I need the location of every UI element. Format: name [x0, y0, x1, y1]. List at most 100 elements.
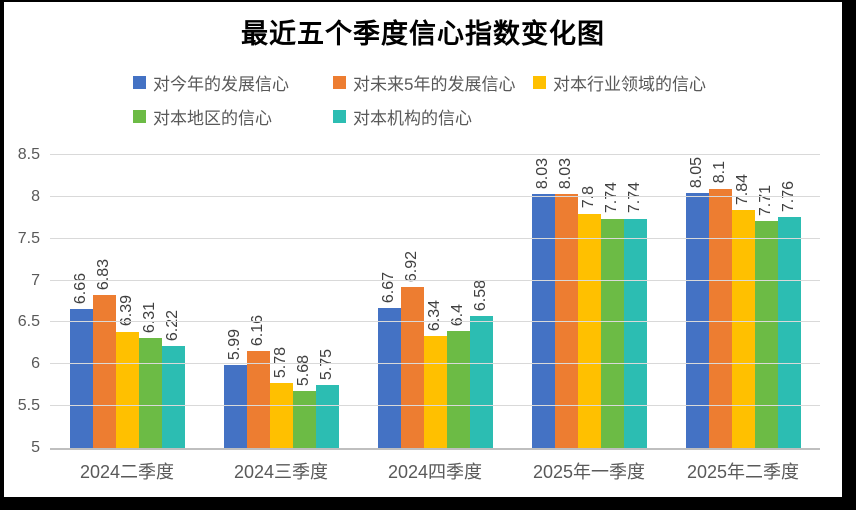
bar-column: 8.1	[708, 155, 732, 448]
bar	[685, 192, 709, 448]
bar-label: 6.34	[426, 299, 443, 331]
bar-label: 5.68	[295, 354, 312, 387]
bar	[269, 382, 293, 448]
bar-label: 7.71	[757, 184, 774, 217]
bar-label: 7.74	[603, 182, 620, 214]
bar	[469, 315, 493, 448]
bar-group: 6.67 6.92 6.34 6.4 6.58	[358, 155, 512, 448]
bar-label: 6.58	[472, 279, 489, 311]
chart-panel: 最近五个季度信心指数变化图 对今年的发展信心 对未来5年的发展信心 对本行业领域的信…	[4, 2, 842, 497]
bar-column: 6.58	[469, 155, 493, 448]
bar-label: 6.66	[72, 272, 89, 304]
bar-groups: 6.66 6.83 6.39 6.31 6.22 5.99 6.16 5.78 5.68 5.75…	[50, 155, 820, 448]
bar-label: 5.75	[318, 349, 335, 381]
bar-column: 6.83	[92, 155, 116, 448]
bar-column: 6.4	[446, 155, 470, 448]
bar-group: 8.05 8.1 7.84 7.717.76	[666, 155, 820, 448]
bar-label: 5.99	[226, 328, 243, 361]
bar-label: 6.83	[95, 258, 112, 290]
y-tick-label: 7.5	[17, 229, 40, 247]
bar	[708, 188, 732, 448]
category-label: 2025年一季度	[532, 462, 646, 482]
gridline	[50, 405, 820, 407]
bar-column: 7.8	[577, 155, 601, 448]
bar-column: 7.76	[777, 155, 801, 448]
bar	[292, 391, 316, 448]
bar	[554, 194, 578, 448]
y-tick-label: 6.5	[17, 313, 40, 331]
bar-column: 5.99	[223, 155, 247, 448]
bar-label: 6.16	[249, 314, 266, 346]
category-label: 2024二季度	[79, 462, 175, 482]
bar-column: 6.34	[423, 155, 447, 448]
bar-label: 6.31	[141, 302, 158, 334]
bar-label: 8.03	[534, 158, 551, 190]
bar-label: 6.4	[449, 303, 466, 326]
category-label: 2024四季度	[387, 462, 483, 482]
y-tick-label: 5.5	[17, 397, 40, 415]
bar-column: 8.03	[531, 155, 555, 448]
y-tick-label: 7	[31, 271, 40, 289]
gridline	[50, 154, 820, 155]
legend-label: 对未来5年的发展信心	[353, 75, 516, 94]
bar	[731, 210, 755, 448]
bar-label: 5.78	[272, 346, 289, 378]
legend-item: 对本机构的信心	[333, 104, 533, 129]
bar	[377, 308, 401, 448]
bar	[246, 350, 270, 448]
legend-swatch-icon	[133, 76, 146, 89]
bar-column: 6.16	[246, 155, 270, 448]
bar	[161, 345, 185, 448]
legend-label: 对今年的发展信心	[153, 75, 289, 94]
bar-column: 6.22	[161, 155, 185, 448]
bar	[400, 287, 424, 448]
y-tick-label: 5	[31, 439, 40, 456]
bar-group: 6.66 6.83 6.39 6.31 6.22	[50, 155, 204, 448]
legend-label: 对本行业领域的信心	[553, 75, 706, 94]
bar-column: 7.71	[754, 155, 778, 448]
legend-item: 对本地区的信心	[133, 104, 333, 129]
bar-label: 6.67	[380, 272, 397, 304]
y-tick-label: 8.5	[17, 146, 40, 163]
bar-label: 7.8	[580, 186, 597, 209]
bar-column: 5.68	[292, 155, 316, 448]
gridline	[50, 321, 820, 323]
bar-column: 7.74	[623, 155, 647, 448]
legend-item: 对今年的发展信心	[133, 70, 333, 95]
category-axis: 2024二季度 2024三季度 2024四季度 2025年一季度 2025年二季度	[50, 458, 820, 484]
legend-swatch-icon	[133, 110, 146, 123]
bar	[69, 309, 93, 448]
bar-group: 8.03 8.03 7.8 7.74 7.74	[512, 155, 666, 448]
legend-swatch-icon	[333, 76, 346, 89]
bar-label: 8.03	[557, 158, 574, 190]
bar	[92, 294, 116, 448]
legend-row: 对本地区的信心 对本机构的信心	[133, 104, 733, 129]
legend-label: 对本地区的信心	[153, 109, 272, 128]
bar-label: 7.74	[626, 182, 643, 214]
y-tick-label: 8	[31, 187, 40, 205]
legend-row: 对今年的发展信心 对未来5年的发展信心 对本行业领域的信心	[133, 70, 733, 95]
bar	[777, 216, 801, 448]
bar-label: 6.22	[164, 309, 181, 341]
bar-column: 5.75	[315, 155, 339, 448]
legend-swatch-icon	[333, 110, 346, 123]
legend-item: 对未来5年的发展信心	[333, 70, 533, 95]
category-label: 2024三季度	[233, 462, 329, 482]
bar-label: 8.1	[711, 161, 728, 184]
legend-label: 对本机构的信心	[353, 109, 472, 128]
gridline	[50, 237, 820, 239]
gridline	[50, 195, 820, 197]
bar-column: 7.84	[731, 155, 755, 448]
plot-area: 6.66 6.83 6.39 6.31 6.22 5.99 6.16 5.78 5.68 5.75…	[18, 146, 820, 482]
bar	[138, 338, 162, 448]
bar	[531, 194, 555, 448]
chart-title: 最近五个季度信心指数变化图	[241, 19, 605, 49]
bar-label: 7.84	[734, 174, 751, 206]
bar-column: 6.92	[400, 155, 424, 448]
bar-column: 6.67	[377, 155, 401, 448]
bar-column: 6.66	[69, 155, 93, 448]
bar-label: 6.92	[403, 251, 420, 283]
bar-label: 8.05	[688, 156, 705, 188]
bar-column: 7.74	[600, 155, 624, 448]
